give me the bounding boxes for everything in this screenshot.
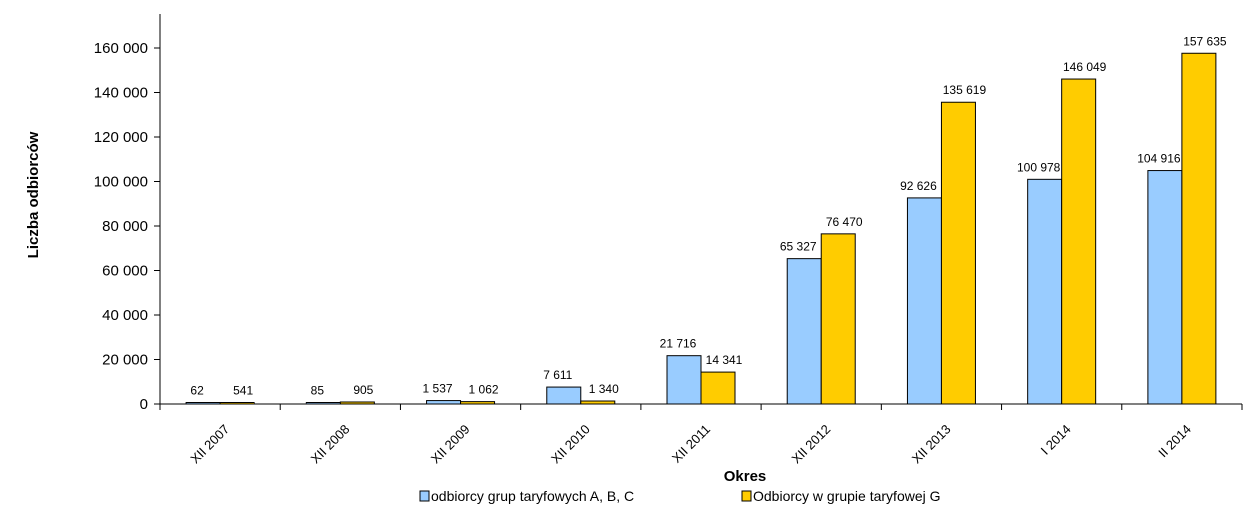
x-tick-label: XII 2010 (548, 422, 593, 467)
data-label-g: 135 619 (943, 83, 987, 97)
bar-g (460, 401, 496, 405)
x-tick-label: XII 2011 (669, 422, 713, 466)
y-tick-label: 20 000 (102, 352, 148, 369)
data-label-abc: 85 (311, 384, 325, 398)
y-tick-label: 100 000 (94, 174, 148, 191)
data-label-abc: 62 (190, 384, 204, 398)
bar-abc (1147, 170, 1183, 405)
legend-swatch-abc (419, 490, 430, 502)
data-label-g: 146 049 (1063, 60, 1107, 74)
legend-label-abc: odbiorcy grup taryfowych A, B, C (431, 488, 634, 504)
data-label-abc: 7 611 (543, 368, 572, 382)
data-label-abc: 92 626 (900, 179, 937, 193)
x-tick-label: XII 2013 (909, 422, 954, 467)
data-label-abc: 65 327 (780, 240, 817, 254)
legend: odbiorcy grup taryfowych A, B, C Odbiorc… (419, 488, 941, 504)
y-tick-label: 60 000 (102, 263, 148, 280)
bar-abc (786, 258, 822, 405)
data-label-g: 14 341 (706, 353, 743, 367)
x-tick-label: XII 2007 (187, 422, 232, 467)
bar-abc (666, 355, 702, 405)
y-tick-label: 0 (140, 396, 148, 413)
x-tick-label: XII 2008 (308, 422, 353, 467)
bar-g (339, 401, 375, 405)
data-label-g: 1 062 (469, 383, 499, 397)
bar-abc (906, 197, 942, 405)
data-label-g: 905 (353, 383, 373, 397)
data-label-abc: 104 916 (1137, 152, 1181, 166)
bar-g (700, 371, 736, 405)
legend-label-g: Odbiorcy w grupie taryfowej G (753, 488, 941, 504)
x-tick-label: XII 2012 (788, 422, 833, 467)
y-tick-label: 140 000 (94, 85, 148, 102)
bar-g (219, 402, 255, 405)
bar-abc (305, 402, 341, 405)
bar-abc (546, 386, 582, 405)
y-tick-label: 160 000 (94, 40, 148, 57)
data-label-g: 1 340 (589, 382, 619, 396)
x-tick-label: XII 2009 (428, 422, 473, 467)
bar-abc (1027, 178, 1063, 405)
plot-area: 0 20 000 40 000 60 000 80 000 100 000 120 000 1… (94, 14, 1243, 467)
x-tick-label: II 2014 (1155, 422, 1194, 461)
data-label-abc: 100 978 (1017, 160, 1061, 174)
data-label-abc: 1 537 (423, 382, 453, 396)
bar-g (1061, 78, 1097, 405)
bar-g (820, 233, 856, 405)
bar-g (940, 101, 976, 405)
data-label-abc: 21 716 (660, 337, 697, 351)
data-label-g: 157 635 (1183, 34, 1227, 48)
bar-abc (185, 402, 221, 405)
y-axis-title: Liczba odbiorców (25, 131, 42, 258)
data-label-g: 541 (233, 384, 253, 398)
y-tick-label: 80 000 (102, 218, 148, 235)
bar-abc (426, 400, 462, 405)
legend-swatch-g (741, 490, 752, 502)
y-tick-label: 120 000 (94, 129, 148, 146)
x-tick-label: I 2014 (1038, 422, 1074, 458)
bar-g (1181, 52, 1217, 405)
y-tick-label: 40 000 (102, 307, 148, 324)
bar-g (580, 400, 616, 405)
data-label-g: 76 470 (826, 215, 863, 229)
x-axis-title: Okres (724, 468, 767, 485)
